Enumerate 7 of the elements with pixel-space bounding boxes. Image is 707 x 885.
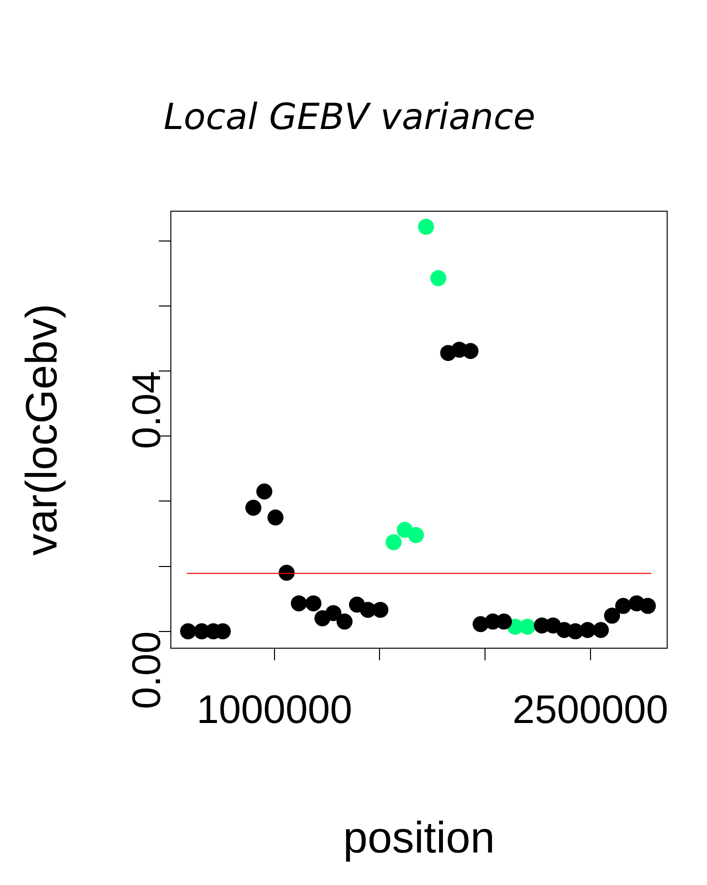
y-axis-title: var(locGebv) [18, 304, 67, 556]
x-tick-label: 1000000 [196, 688, 352, 732]
y-tick-label: 0.04 [124, 371, 169, 450]
x-axis-title: position [343, 814, 495, 863]
x-tick-label: 2500000 [512, 688, 668, 732]
chart-title: Local GEBV variance [164, 96, 536, 138]
y-tick-label: 0.00 [124, 631, 169, 710]
